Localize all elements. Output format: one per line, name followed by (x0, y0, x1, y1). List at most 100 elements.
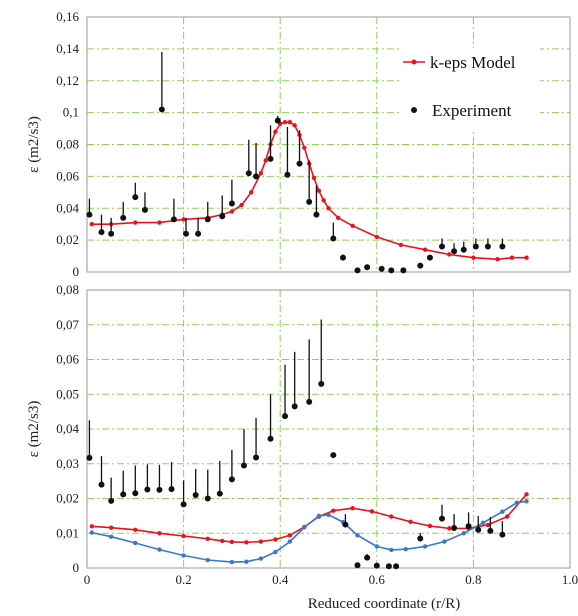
y-tick-label: 0,16 (56, 9, 79, 24)
data-point (228, 200, 235, 207)
series-line (91, 500, 527, 563)
data-point (447, 526, 452, 531)
data-point (369, 509, 375, 514)
data-point (354, 562, 361, 569)
data-point (133, 220, 138, 225)
y-tick-label: 0,02 (56, 491, 79, 506)
data-point (461, 531, 466, 536)
data-point (330, 452, 337, 459)
data-point (89, 524, 95, 529)
data-point (326, 512, 331, 518)
data-point (89, 221, 95, 227)
data-point (157, 531, 162, 536)
x-tick-label: 0.8 (465, 572, 481, 587)
data-point (427, 523, 433, 529)
data-point (311, 175, 317, 181)
y-axis-label: ε (m2/s3) (26, 401, 42, 458)
y-tick-label: 0,01 (56, 525, 79, 540)
top-panel: 0 0,02 0,04 0,06 0,08 0,1 0,12 0,14 0,16 ε (m2/s3… (26, 9, 571, 279)
data-point (400, 267, 407, 274)
data-point (132, 194, 139, 201)
series-0 (89, 119, 529, 262)
data-point (219, 213, 226, 220)
data-point (284, 171, 291, 178)
data-point (157, 220, 162, 225)
data-point (451, 248, 458, 255)
x-tick-label: 0.2 (175, 572, 191, 587)
data-point (253, 173, 260, 180)
data-point (364, 554, 371, 561)
data-point (98, 481, 105, 488)
data-point (282, 413, 289, 420)
data-point (245, 170, 252, 177)
data-point (108, 230, 115, 237)
data-point (291, 403, 298, 410)
data-point (267, 155, 274, 162)
data-point (253, 454, 260, 461)
data-point (487, 527, 494, 534)
legend: k-eps Model Experiment (400, 48, 540, 130)
data-point (263, 158, 268, 163)
data-point (229, 209, 235, 214)
data-point (385, 563, 392, 570)
data-point (316, 513, 322, 519)
data-point (484, 243, 491, 250)
y-tick-label: 0 (73, 560, 80, 575)
series-0 (89, 492, 529, 545)
data-point (144, 486, 151, 493)
data-point (350, 223, 355, 228)
data-point (331, 508, 336, 513)
data-point (480, 520, 486, 526)
data-point (282, 119, 288, 125)
y-tick-label: 0 (73, 264, 80, 279)
data-point (274, 117, 281, 124)
data-point (287, 533, 293, 538)
data-point (204, 216, 211, 223)
data-point (240, 462, 247, 469)
data-point (258, 539, 264, 544)
series-2 (86, 319, 506, 570)
data-point (273, 129, 278, 134)
data-point (170, 216, 177, 223)
data-point (267, 435, 274, 442)
data-point (108, 525, 114, 530)
data-point (417, 535, 424, 542)
data-point (439, 515, 446, 522)
data-point (471, 255, 476, 260)
legend-label: k-eps Model (430, 53, 516, 72)
data-point (244, 559, 249, 564)
data-point (378, 265, 385, 272)
data-point (499, 531, 506, 538)
data-point (524, 492, 529, 497)
data-point (292, 123, 297, 128)
data-point (120, 214, 127, 221)
data-point (168, 486, 175, 493)
data-point (524, 499, 529, 504)
x-tick-label: 0.6 (369, 572, 386, 587)
data-point (354, 267, 361, 274)
data-point (108, 497, 115, 504)
y-tick-label: 0,04 (56, 421, 79, 436)
data-point (389, 514, 394, 519)
data-point (181, 533, 186, 539)
x-tick-label: 1.0 (562, 572, 578, 587)
data-point (326, 206, 331, 211)
x-tick-label: 0.4 (272, 572, 289, 587)
legend-marker (411, 59, 417, 65)
data-point (157, 547, 162, 552)
plot-frame (86, 289, 571, 569)
data-point (408, 519, 413, 524)
data-point (500, 509, 505, 514)
data-point (447, 252, 452, 257)
data-point (499, 243, 506, 250)
data-point (306, 398, 313, 405)
y-tick-label: 0,06 (56, 168, 79, 183)
data-point (229, 539, 235, 545)
data-point (495, 257, 500, 262)
data-point (318, 380, 325, 387)
data-point (86, 454, 93, 461)
y-tick-label: 0,05 (56, 386, 79, 401)
data-point (364, 264, 371, 271)
data-point (403, 547, 408, 552)
